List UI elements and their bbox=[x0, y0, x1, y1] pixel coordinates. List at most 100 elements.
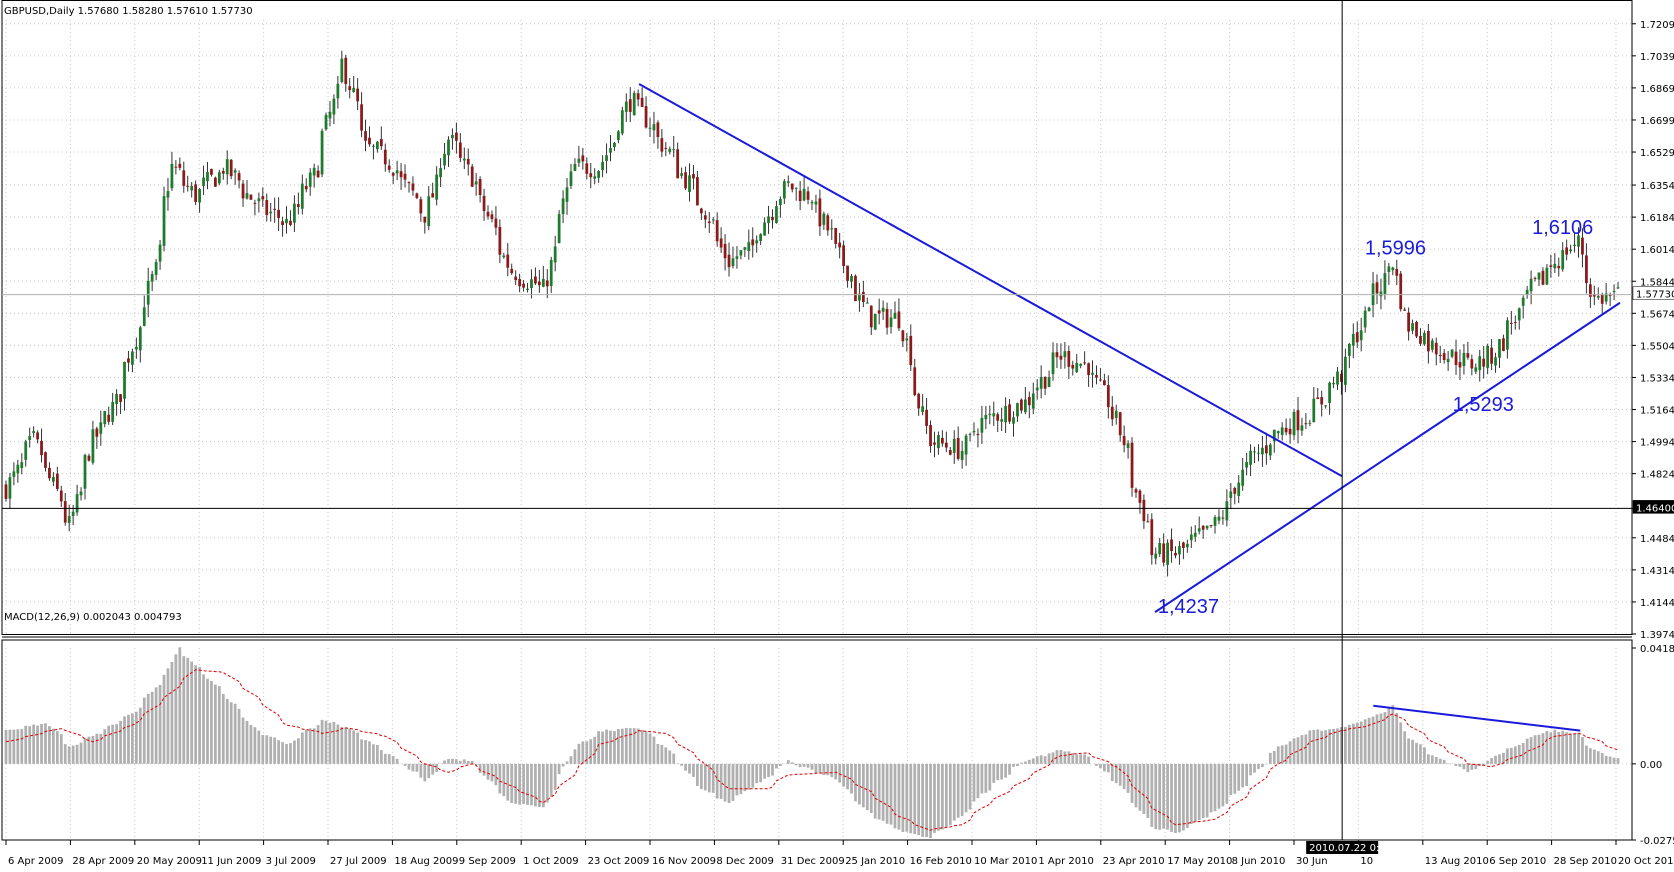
candle-body bbox=[1102, 380, 1106, 386]
candle-body bbox=[901, 330, 905, 342]
candle-body bbox=[1300, 425, 1304, 431]
candle-body bbox=[142, 307, 146, 326]
candle-body bbox=[1375, 282, 1379, 294]
candle-body bbox=[1351, 333, 1355, 346]
date-tick-label: 30 Jun bbox=[1296, 856, 1328, 867]
candle-body bbox=[869, 305, 873, 328]
candle-body bbox=[1039, 377, 1043, 389]
candle-body bbox=[1095, 375, 1098, 378]
candle-body bbox=[1561, 250, 1565, 270]
candle-body bbox=[1047, 377, 1051, 387]
candle-body bbox=[395, 170, 399, 174]
candle-body bbox=[933, 442, 936, 445]
candle-body bbox=[1221, 517, 1225, 519]
candle-body bbox=[1142, 499, 1146, 522]
candle-body bbox=[944, 442, 948, 448]
candle-body bbox=[1474, 367, 1478, 372]
candle-body bbox=[1182, 542, 1185, 549]
candle-body bbox=[826, 215, 830, 231]
candle-body bbox=[1545, 267, 1549, 285]
candle-body bbox=[1426, 331, 1430, 352]
candle-body bbox=[1596, 295, 1600, 298]
candle-body bbox=[1083, 362, 1087, 364]
candle-body bbox=[1438, 354, 1442, 356]
candle-body bbox=[549, 259, 553, 286]
date-tick-label: 18 Aug 2009 bbox=[394, 856, 458, 867]
candle-body bbox=[1549, 265, 1553, 267]
candle-body bbox=[786, 181, 790, 183]
date-tick-label: 6 Apr 2009 bbox=[8, 856, 63, 867]
candle-body bbox=[55, 473, 59, 489]
candle-body bbox=[850, 276, 853, 282]
candle-body bbox=[364, 131, 367, 141]
candle-body bbox=[735, 256, 739, 259]
candle-body bbox=[775, 206, 778, 224]
candle-body bbox=[1020, 399, 1023, 411]
candle-body bbox=[1063, 351, 1067, 358]
candle-body bbox=[423, 216, 427, 223]
candle-body bbox=[1288, 428, 1292, 435]
candle-body bbox=[763, 222, 766, 236]
candle-body bbox=[1031, 393, 1035, 409]
candle-body bbox=[1533, 277, 1537, 279]
candle-body bbox=[1099, 379, 1102, 381]
date-tick-label: 1 Oct 2009 bbox=[523, 856, 578, 867]
panel-frames bbox=[1, 0, 1633, 841]
candle-body bbox=[439, 168, 442, 178]
candle-body bbox=[387, 165, 391, 170]
candle-body bbox=[755, 240, 759, 244]
candle-body bbox=[107, 414, 111, 422]
candle-body bbox=[1185, 543, 1189, 548]
candle-body bbox=[1466, 353, 1470, 358]
candle-body bbox=[1193, 532, 1197, 537]
candle-body bbox=[917, 393, 921, 409]
candle-body bbox=[609, 147, 612, 153]
candle-body bbox=[1391, 267, 1395, 271]
candle-body bbox=[494, 218, 498, 228]
candle-body bbox=[534, 276, 537, 284]
macd-tick-label: 0.041892 bbox=[1640, 644, 1674, 655]
price-tick-label: 1.51640 bbox=[1640, 406, 1674, 417]
candle-body bbox=[1245, 462, 1249, 468]
date-tick-label: 8 Dec 2009 bbox=[716, 856, 774, 867]
candle-body bbox=[1296, 410, 1300, 431]
candle-body bbox=[174, 166, 178, 168]
candle-body bbox=[123, 361, 126, 399]
candle-body bbox=[131, 351, 134, 365]
candle-body bbox=[210, 168, 213, 175]
candle-body bbox=[573, 164, 577, 171]
candle-body bbox=[1134, 489, 1138, 493]
candle-body bbox=[59, 490, 63, 502]
candle-body bbox=[881, 307, 885, 312]
candle-body bbox=[628, 99, 632, 112]
candle-body bbox=[1363, 310, 1367, 328]
candle-body bbox=[913, 367, 917, 396]
candle-body bbox=[1071, 364, 1075, 369]
date-tick-label: 9 Sep 2009 bbox=[459, 856, 516, 867]
candle-body bbox=[1462, 352, 1466, 367]
trendlines[interactable] bbox=[638, 83, 1621, 732]
candle-body bbox=[968, 434, 972, 436]
candle-body bbox=[605, 155, 608, 161]
candle-body bbox=[1213, 517, 1217, 526]
candle-body bbox=[253, 202, 257, 204]
candle-body bbox=[336, 83, 340, 99]
candle-body bbox=[1442, 353, 1446, 360]
candle-body bbox=[486, 211, 490, 217]
date-tick-label: 23 Oct 2009 bbox=[588, 856, 650, 867]
candle-body bbox=[897, 311, 901, 329]
price-tick-label: 1.72090 bbox=[1640, 20, 1674, 31]
candle-body bbox=[1170, 539, 1173, 552]
candle-body bbox=[1403, 309, 1407, 311]
current-price-badge: 1.57730 bbox=[1636, 290, 1674, 301]
candle-body bbox=[95, 428, 99, 437]
candle-body bbox=[1106, 385, 1110, 408]
candle-body bbox=[407, 182, 411, 184]
candle-body bbox=[1091, 372, 1094, 375]
candle-body bbox=[790, 183, 794, 190]
candle-body bbox=[779, 198, 782, 205]
date-tick-label: 31 Dec 2009 bbox=[781, 856, 845, 867]
candle-body bbox=[1616, 287, 1620, 289]
candle-body bbox=[782, 181, 786, 199]
